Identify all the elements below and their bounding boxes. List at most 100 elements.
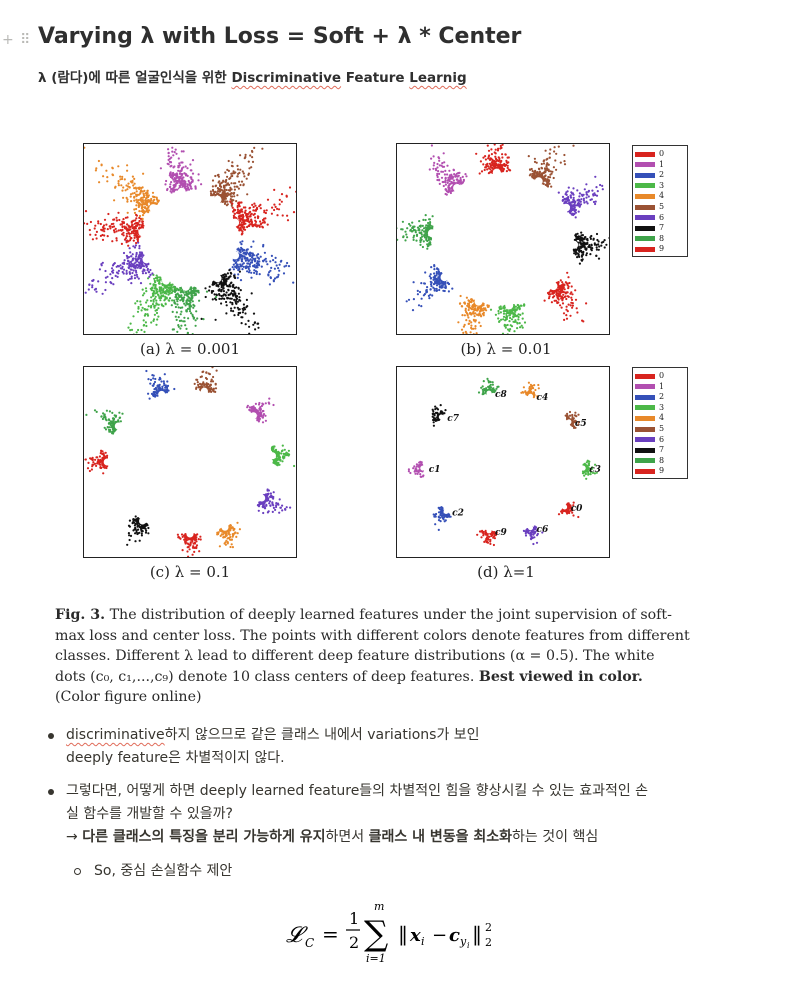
legend-swatch bbox=[635, 246, 655, 252]
feature-cluster bbox=[85, 409, 124, 435]
feature-cluster bbox=[159, 146, 203, 194]
class-center-dot bbox=[566, 419, 572, 425]
feature-cluster bbox=[229, 186, 296, 236]
figure-caption: Fig. 3. The distribution of deeply learn… bbox=[55, 605, 715, 708]
class-center-dot bbox=[438, 414, 444, 420]
class-center-dot bbox=[528, 525, 534, 531]
sub-bullet-text: So, 중심 손실함수 제안 bbox=[94, 863, 233, 879]
class-center-dot bbox=[534, 177, 543, 186]
caption-line-1: Fig. 3. The distribution of deeply learn… bbox=[55, 607, 672, 623]
panel-b-scatter bbox=[396, 143, 610, 335]
feature-cluster bbox=[84, 210, 145, 247]
class-center-dot bbox=[213, 195, 222, 204]
legend-entry: 9 bbox=[635, 467, 664, 475]
legend-label: 4 bbox=[659, 413, 665, 423]
class-center-dot bbox=[580, 465, 586, 471]
panel-d-label: (d) λ=1 bbox=[477, 563, 535, 581]
legend-swatch bbox=[635, 204, 655, 210]
legend-entry: 8 bbox=[635, 455, 665, 465]
bullet-2-line-1: 그렇다면, 어떻게 하면 deeply learned feature들의 차별… bbox=[66, 783, 649, 799]
feature-cluster bbox=[270, 444, 296, 468]
legend-entry: 3 bbox=[635, 181, 664, 190]
center-label: c7 bbox=[447, 414, 459, 424]
class-center-dot bbox=[420, 465, 426, 471]
class-center-dot bbox=[181, 282, 190, 291]
legend-label: 6 bbox=[659, 212, 665, 222]
center-label: c8 bbox=[495, 390, 507, 400]
class-center-dot bbox=[505, 301, 514, 310]
center-label: c3 bbox=[589, 465, 601, 475]
panel-b-label: (b) λ = 0.01 bbox=[460, 340, 552, 358]
legend-entry: 9 bbox=[635, 245, 664, 253]
legend-label: 9 bbox=[659, 244, 665, 254]
page-subtitle: λ (람다)에 따른 얼굴인식을 위한 Discriminative Featu… bbox=[38, 70, 467, 86]
legend-entry: 8 bbox=[635, 233, 665, 243]
feature-cluster bbox=[145, 369, 176, 400]
legend-label: 8 bbox=[659, 233, 665, 243]
legend-swatch bbox=[635, 162, 655, 168]
legend-label: 8 bbox=[659, 455, 665, 465]
legend-label: 2 bbox=[659, 392, 665, 402]
class-center-dot bbox=[474, 297, 483, 306]
hollow-bullet-icon bbox=[74, 868, 81, 875]
block-handle-icon[interactable]: + ⠿ bbox=[2, 32, 32, 48]
caption-line-3: classes. Different λ lead to different d… bbox=[55, 648, 655, 664]
panel-a-label: (a) λ = 0.001 bbox=[140, 340, 240, 358]
panel-c-scatter bbox=[83, 366, 297, 558]
center-label: c0 bbox=[571, 504, 583, 514]
class-center-dot bbox=[562, 203, 571, 212]
legend-entry: 0 bbox=[635, 372, 664, 380]
class-center-dot bbox=[486, 528, 492, 534]
legend-swatch bbox=[635, 183, 655, 189]
class-center-dot bbox=[440, 273, 449, 282]
feature-cluster bbox=[405, 264, 454, 312]
class-center-dot bbox=[221, 523, 229, 531]
center-label: c9 bbox=[495, 528, 507, 538]
feature-cluster bbox=[246, 397, 275, 424]
legend-label: 3 bbox=[659, 402, 665, 412]
legend-label: 6 bbox=[659, 434, 665, 444]
feature-cluster bbox=[216, 521, 241, 549]
center-label: c5 bbox=[575, 419, 587, 429]
legend-label: 0 bbox=[659, 149, 665, 158]
feature-cluster bbox=[200, 269, 260, 334]
legend-entry: 0 bbox=[635, 150, 664, 158]
legend-swatch bbox=[635, 394, 655, 400]
bullet-2-arrow-line: → 다른 클래스의 특징을 분리 가능하게 유지하면서 클래스 내 변동을 최소… bbox=[66, 829, 599, 845]
center-label: c1 bbox=[429, 465, 441, 475]
feature-cluster bbox=[557, 175, 604, 219]
legend-swatch bbox=[635, 225, 655, 231]
legend-entry: 2 bbox=[635, 393, 664, 401]
legend-entry: 2 bbox=[635, 171, 664, 179]
class-center-dot bbox=[453, 183, 462, 192]
legend-swatch bbox=[635, 426, 655, 432]
formula-svg: 𝓛 C = 1 2 m ∑ i=1 ‖ x i − c y i ‖ 2 2 bbox=[286, 900, 492, 965]
feature-cluster bbox=[428, 144, 468, 196]
class-center-dot bbox=[443, 508, 449, 514]
legend-label: 7 bbox=[659, 223, 665, 233]
legend-label: 4 bbox=[659, 191, 665, 201]
panel-d-scatter: c8 c4 c5 c3 c0 c6 c9 c2 c1 c7 bbox=[396, 366, 610, 558]
legend-swatch bbox=[635, 384, 655, 390]
class-center-dot bbox=[562, 504, 568, 510]
caption-line-4: dots (c₀, c₁,...,c₉) denote 10 class cen… bbox=[55, 668, 643, 685]
class-center-dot bbox=[186, 530, 194, 538]
class-center-dot bbox=[139, 517, 147, 525]
legend-swatch bbox=[635, 405, 655, 411]
class-center-dot bbox=[486, 390, 492, 396]
class-center-dot bbox=[158, 390, 166, 398]
class-center-dot bbox=[200, 387, 208, 395]
class-center-dot bbox=[492, 168, 501, 177]
center-loss-formula: 𝓛 C = 1 2 m ∑ i=1 ‖ x i − c y i ‖ 2 2 bbox=[286, 900, 526, 970]
feature-cluster bbox=[84, 146, 160, 221]
feature-cluster bbox=[431, 404, 447, 427]
legend-entry: 6 bbox=[635, 434, 665, 444]
legend-entry: 5 bbox=[635, 203, 664, 211]
class-center-dot bbox=[138, 228, 147, 237]
feature-cluster bbox=[126, 515, 150, 546]
feature-cluster bbox=[229, 240, 295, 286]
class-center-dot bbox=[268, 452, 276, 460]
bullet-2-line-2: 실 함수를 개발할 수 있을까? bbox=[66, 806, 233, 822]
class-center-dot bbox=[177, 187, 186, 196]
